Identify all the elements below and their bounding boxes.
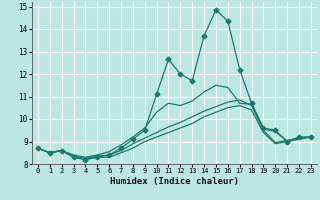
X-axis label: Humidex (Indice chaleur): Humidex (Indice chaleur) bbox=[110, 177, 239, 186]
